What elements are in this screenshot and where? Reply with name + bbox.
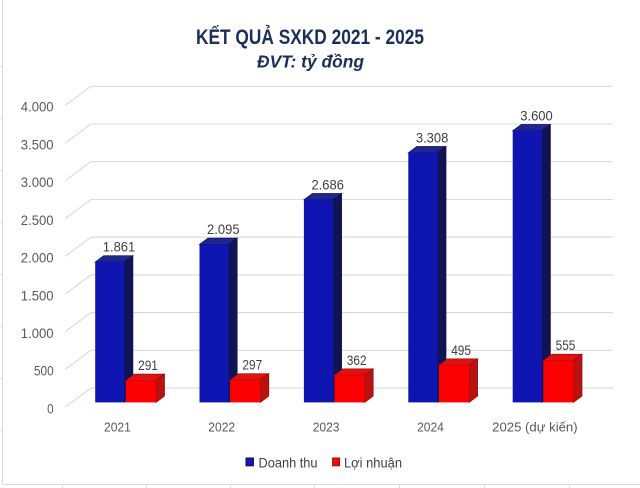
svg-text:3.600: 3.600 <box>520 109 553 125</box>
svg-text:1.500: 1.500 <box>21 288 54 304</box>
svg-text:2.500: 2.500 <box>21 213 54 229</box>
svg-text:2024: 2024 <box>417 421 444 435</box>
svg-text:3.308: 3.308 <box>416 131 449 147</box>
svg-text:362: 362 <box>347 353 367 369</box>
svg-text:2021: 2021 <box>104 421 131 435</box>
svg-text:500: 500 <box>34 364 54 380</box>
svg-text:1.000: 1.000 <box>21 326 54 342</box>
svg-text:2.000: 2.000 <box>21 251 54 267</box>
svg-text:297: 297 <box>242 358 262 374</box>
svg-text:2.095: 2.095 <box>207 222 240 238</box>
svg-text:2023: 2023 <box>313 421 340 435</box>
svg-text:2.686: 2.686 <box>311 178 344 194</box>
svg-text:3.000: 3.000 <box>21 175 54 191</box>
svg-text:Lợi nhuận: Lợi nhuận <box>344 454 402 470</box>
svg-text:1.861: 1.861 <box>103 240 136 256</box>
svg-text:2025 (dự kiến): 2025 (dự kiến) <box>492 421 577 435</box>
svg-text:KẾT QUẢ SXKD 2021 - 2025: KẾT QUẢ SXKD 2021 - 2025 <box>196 24 424 49</box>
svg-text:2022: 2022 <box>208 421 235 435</box>
svg-text:3.500: 3.500 <box>21 137 54 153</box>
svg-text:0: 0 <box>47 402 54 418</box>
svg-text:291: 291 <box>138 358 158 374</box>
svg-text:495: 495 <box>451 343 471 359</box>
svg-text:555: 555 <box>556 338 576 354</box>
svg-text:4.000: 4.000 <box>21 100 54 116</box>
svg-text:Doanh thu: Doanh thu <box>259 454 318 470</box>
svg-text:ĐVT: tỷ đồng: ĐVT: tỷ đồng <box>257 51 364 71</box>
